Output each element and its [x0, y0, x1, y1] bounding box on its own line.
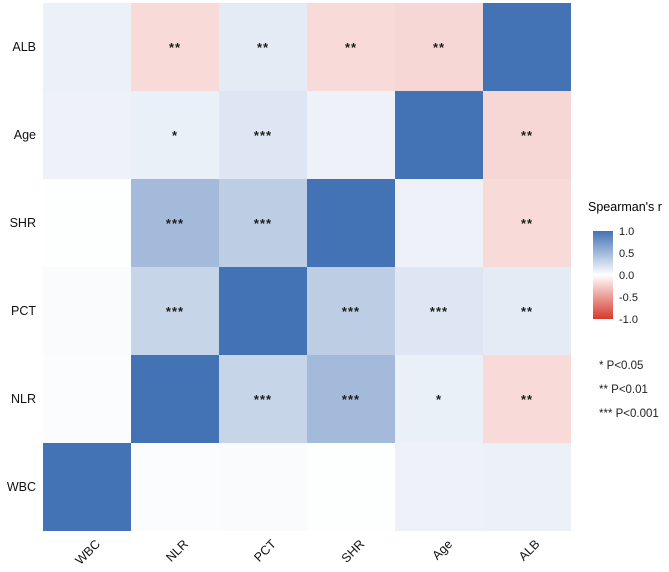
- heatmap-cell: [43, 443, 131, 531]
- significance-stars: **: [256, 39, 270, 55]
- significance-stars: ***: [165, 215, 185, 231]
- heatmap-cell: [43, 355, 131, 443]
- heatmap-cell: *: [395, 355, 483, 443]
- x-axis-label: SHR: [338, 537, 367, 566]
- colorbar-tick-label: 1.0: [619, 226, 635, 238]
- heatmap-grid: ** ** ** ** * *** ** *** *** ** *** *** *** ** *** *** *…: [43, 3, 571, 531]
- colorbar-tick-label: 0.5: [619, 248, 635, 260]
- significance-stars: **: [432, 39, 446, 55]
- x-axis-label: Age: [429, 537, 455, 563]
- significance-stars: *: [435, 391, 443, 407]
- significance-stars: **: [520, 215, 534, 231]
- x-axis-label: PCT: [251, 537, 279, 565]
- heatmap-cell: **: [483, 179, 571, 267]
- significance-legend-item: * P<0.05: [599, 360, 644, 372]
- heatmap-cell: [131, 355, 219, 443]
- y-axis-label: WBC: [6, 480, 36, 494]
- heatmap-cell: **: [483, 355, 571, 443]
- heatmap-cell: [43, 179, 131, 267]
- y-axis-label: ALB: [12, 40, 36, 54]
- x-axis-label: NLR: [163, 537, 191, 565]
- significance-stars: ***: [341, 303, 361, 319]
- heatmap-cell: ***: [307, 355, 395, 443]
- y-axis-label: SHR: [9, 216, 36, 230]
- heatmap-cell: [395, 443, 483, 531]
- heatmap-cell: ***: [219, 91, 307, 179]
- significance-stars: ***: [341, 391, 361, 407]
- significance-legend-item: *** P<0.001: [599, 408, 659, 420]
- significance-stars: ***: [165, 303, 185, 319]
- significance-stars: **: [520, 127, 534, 143]
- significance-stars: **: [168, 39, 182, 55]
- heatmap-cell: **: [483, 91, 571, 179]
- heatmap-cell: [483, 3, 571, 91]
- significance-legend-item: ** P<0.01: [599, 384, 648, 396]
- colorbar-tick-label: 0.0: [619, 270, 635, 282]
- heatmap-cell: **: [307, 3, 395, 91]
- heatmap-cell: [43, 3, 131, 91]
- x-axis-label: WBC: [72, 537, 103, 568]
- heatmap-cell: ***: [307, 267, 395, 355]
- x-axis-label: ALB: [516, 537, 543, 564]
- heatmap-cell: [43, 91, 131, 179]
- heatmap-cell: ***: [131, 267, 219, 355]
- heatmap-cell: **: [219, 3, 307, 91]
- y-axis-label: NLR: [10, 392, 36, 406]
- significance-stars: *: [171, 127, 179, 143]
- colorbar-tick-label: -0.5: [619, 292, 638, 304]
- significance-stars: ***: [253, 127, 273, 143]
- colorbar-title: Spearman's r: [588, 200, 662, 214]
- heatmap-cell: ***: [219, 355, 307, 443]
- heatmap-cell: [43, 267, 131, 355]
- heatmap-cell: [131, 443, 219, 531]
- y-axis-label: PCT: [11, 304, 36, 318]
- colorbar-tick-label: -1.0: [619, 314, 638, 326]
- heatmap-cell: [395, 91, 483, 179]
- heatmap-cell: [307, 91, 395, 179]
- significance-stars: ***: [253, 215, 273, 231]
- heatmap-cell: **: [483, 267, 571, 355]
- heatmap-cell: [307, 443, 395, 531]
- significance-stars: ***: [429, 303, 449, 319]
- significance-stars: ***: [253, 391, 273, 407]
- y-axis-label: Age: [13, 128, 36, 142]
- colorbar-gradient: [593, 231, 613, 319]
- heatmap-cell: *: [131, 91, 219, 179]
- heatmap-cell: **: [131, 3, 219, 91]
- heatmap-cell: [483, 443, 571, 531]
- heatmap-cell: **: [395, 3, 483, 91]
- heatmap-cell: ***: [395, 267, 483, 355]
- heatmap-cell: ***: [219, 179, 307, 267]
- heatmap-cell: [395, 179, 483, 267]
- heatmap-cell: [219, 267, 307, 355]
- significance-stars: **: [520, 391, 534, 407]
- significance-stars: **: [520, 303, 534, 319]
- heatmap-cell: ***: [131, 179, 219, 267]
- heatmap-cell: [307, 179, 395, 267]
- significance-stars: **: [344, 39, 358, 55]
- heatmap-cell: [219, 443, 307, 531]
